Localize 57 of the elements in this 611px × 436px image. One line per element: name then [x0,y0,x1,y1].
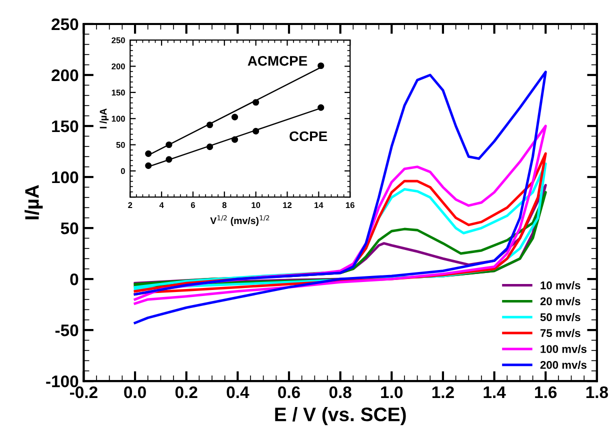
legend-label: 50 mv/s [540,312,580,322]
y-tick-label: 200 [112,63,125,70]
x-tick-label: 1.2 [432,386,454,398]
x-tick-label: 1.6 [535,386,557,398]
x-tick-label: 12 [283,202,292,208]
point [166,141,172,148]
x-tick-label: 0.4 [226,386,250,398]
x-tick-label: 0.2 [175,386,198,398]
x-tick-label: -0.2 [70,386,98,398]
x-axis-title: V$^{1/2}$ (mv/s)$^{1/2}$ [210,215,270,226]
x-tick-label: 6 [190,202,196,208]
point [231,114,238,120]
x-tick-label: 0.0 [124,386,146,398]
y-tick-label: 250 [112,37,125,44]
point [252,99,260,106]
x-tick-label: 16 [346,202,354,208]
y-tick-label: 50 [116,142,125,148]
point [145,162,152,169]
legend-label: 10 mv/s [540,281,580,290]
x-tick-label: 4 [159,202,164,208]
point [318,104,324,111]
y-axis-title: I/µA [24,185,43,220]
x-tick-label: 2 [128,202,132,208]
y-tick-label: 150 [52,120,78,132]
legend-label: 20 mv/s [540,297,580,306]
x-axis-title: E / V (vs. SCE) [275,407,406,426]
x-tick-label: 8 [222,202,226,208]
annotation: ACMCPE [248,56,308,66]
point [166,156,172,163]
point [318,62,324,70]
x-tick-label: 14 [314,202,324,208]
x-tick-label: 1.8 [586,386,608,398]
point [252,128,260,134]
point [231,136,238,143]
legend-label: 200 mv/s [540,360,586,369]
annotation: CCPE [290,131,328,142]
y-tick-label: -100 [46,375,78,388]
y-tick-label: 50 [60,222,78,234]
legend-label: 100 mv/s [540,344,586,354]
y-tick-label: 100 [52,171,78,184]
y-tick-label: 200 [52,69,78,82]
point [206,144,214,150]
x-tick-label: 0.8 [329,386,352,398]
x-tick-label: 1.0 [381,386,403,398]
y-tick-label: 150 [112,90,125,96]
x-tick-label: 10 [252,202,260,208]
x-tick-label: 0.6 [278,386,300,398]
y-axis-title: I /µA [100,108,109,128]
point [145,150,152,157]
y-tick-label: 0 [120,168,125,174]
y-tick-label: 100 [112,116,125,122]
legend-label: 75 mv/s [540,328,580,338]
x-tick-label: 1.4 [484,386,506,398]
y-tick-label: 0 [70,273,78,286]
point [206,122,214,128]
y-tick-label: -50 [55,324,78,336]
y-tick-label: 250 [52,18,78,30]
